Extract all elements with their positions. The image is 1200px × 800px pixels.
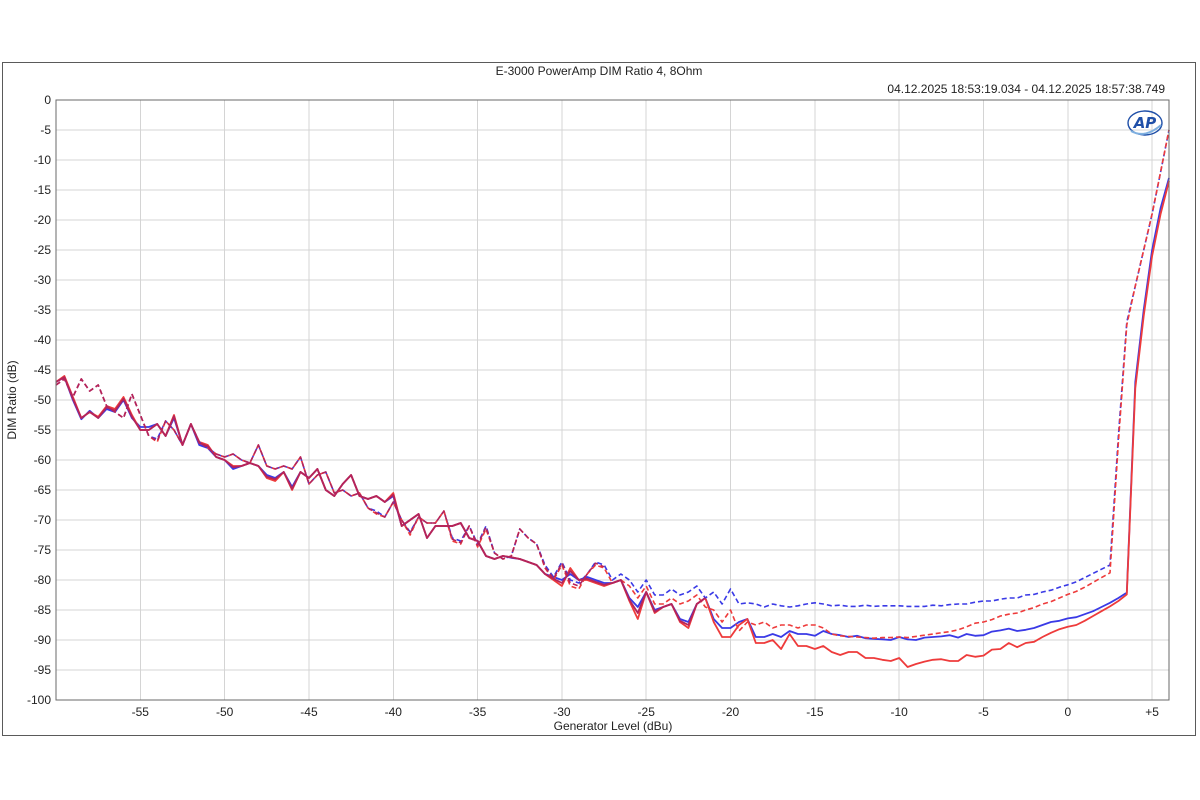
y-tick-label: -90 — [34, 633, 52, 647]
chart-frame: E-3000 PowerAmp DIM Ratio 4, 8Ohm 04.12.… — [2, 62, 1196, 736]
y-tick-label: -80 — [34, 573, 52, 587]
x-tick-label: -30 — [553, 705, 571, 719]
series-line-2-solid — [55, 180, 1170, 668]
series-line-1-solid — [55, 177, 1170, 641]
y-tick-label: 0 — [44, 93, 51, 107]
series-line-4-dashed — [55, 129, 1170, 640]
chart-title: E-3000 PowerAmp DIM Ratio 4, 8Ohm — [496, 64, 703, 78]
y-tick-label: -45 — [34, 363, 52, 377]
y-tick-label: -65 — [34, 483, 52, 497]
x-tick-label: -45 — [300, 705, 318, 719]
y-tick-label: -75 — [34, 543, 52, 557]
y-tick-label: -55 — [34, 423, 52, 437]
y-tick-label: -25 — [34, 243, 52, 257]
y-tick-labels: 0 -5 -10 -15 -20 -25 -30 -35 -40 -45 -50 -55 -60 -65 -… — [27, 93, 51, 707]
x-tick-label: 0 — [1064, 705, 1071, 719]
x-tick-label: +5 — [1145, 705, 1159, 719]
y-tick-label: -20 — [34, 213, 52, 227]
series-line-3-dashed — [55, 129, 1170, 608]
ap-logo-icon: AP — [1127, 110, 1163, 136]
y-tick-label: -70 — [34, 513, 52, 527]
x-tick-label: -50 — [216, 705, 234, 719]
y-tick-label: -30 — [34, 273, 52, 287]
plot-area — [55, 99, 1170, 701]
y-axis-label: DIM Ratio (dB) — [5, 360, 19, 439]
series-line-5-solid — [55, 376, 706, 626]
y-tick-label: -100 — [27, 693, 51, 707]
x-tick-label: -10 — [891, 705, 909, 719]
y-tick-label: -95 — [34, 663, 52, 677]
x-tick-label: -20 — [722, 705, 740, 719]
y-tick-label: -35 — [34, 303, 52, 317]
series-lines — [55, 129, 1170, 668]
dim-ratio-chart: E-3000 PowerAmp DIM Ratio 4, 8Ohm 04.12.… — [5, 64, 1170, 733]
y-tick-label: -5 — [40, 123, 51, 137]
y-tick-label: -40 — [34, 333, 52, 347]
measurement-timestamp: 04.12.2025 18:53:19.034 - 04.12.2025 18:… — [887, 82, 1165, 96]
y-tick-label: -15 — [34, 183, 52, 197]
x-tick-label: -40 — [385, 705, 403, 719]
ap-logo-text: AP — [1133, 114, 1157, 132]
y-tick-label: -50 — [34, 393, 52, 407]
y-tick-label: -10 — [34, 153, 52, 167]
x-tick-label: -55 — [132, 705, 150, 719]
grid — [56, 99, 1169, 701]
y-tick-label: -60 — [34, 453, 52, 467]
y-tick-label: -85 — [34, 603, 52, 617]
x-tick-label: -25 — [638, 705, 656, 719]
x-tick-label: -15 — [806, 705, 824, 719]
x-tick-labels: -55 -50 -45 -40 -35 -30 -25 -20 -15 -10 -5 0 +5 — [132, 705, 1160, 719]
series-line-6-dashed — [55, 378, 605, 587]
x-axis-label: Generator Level (dBu) — [554, 719, 673, 733]
x-tick-label: -35 — [469, 705, 487, 719]
x-tick-label: -5 — [978, 705, 989, 719]
